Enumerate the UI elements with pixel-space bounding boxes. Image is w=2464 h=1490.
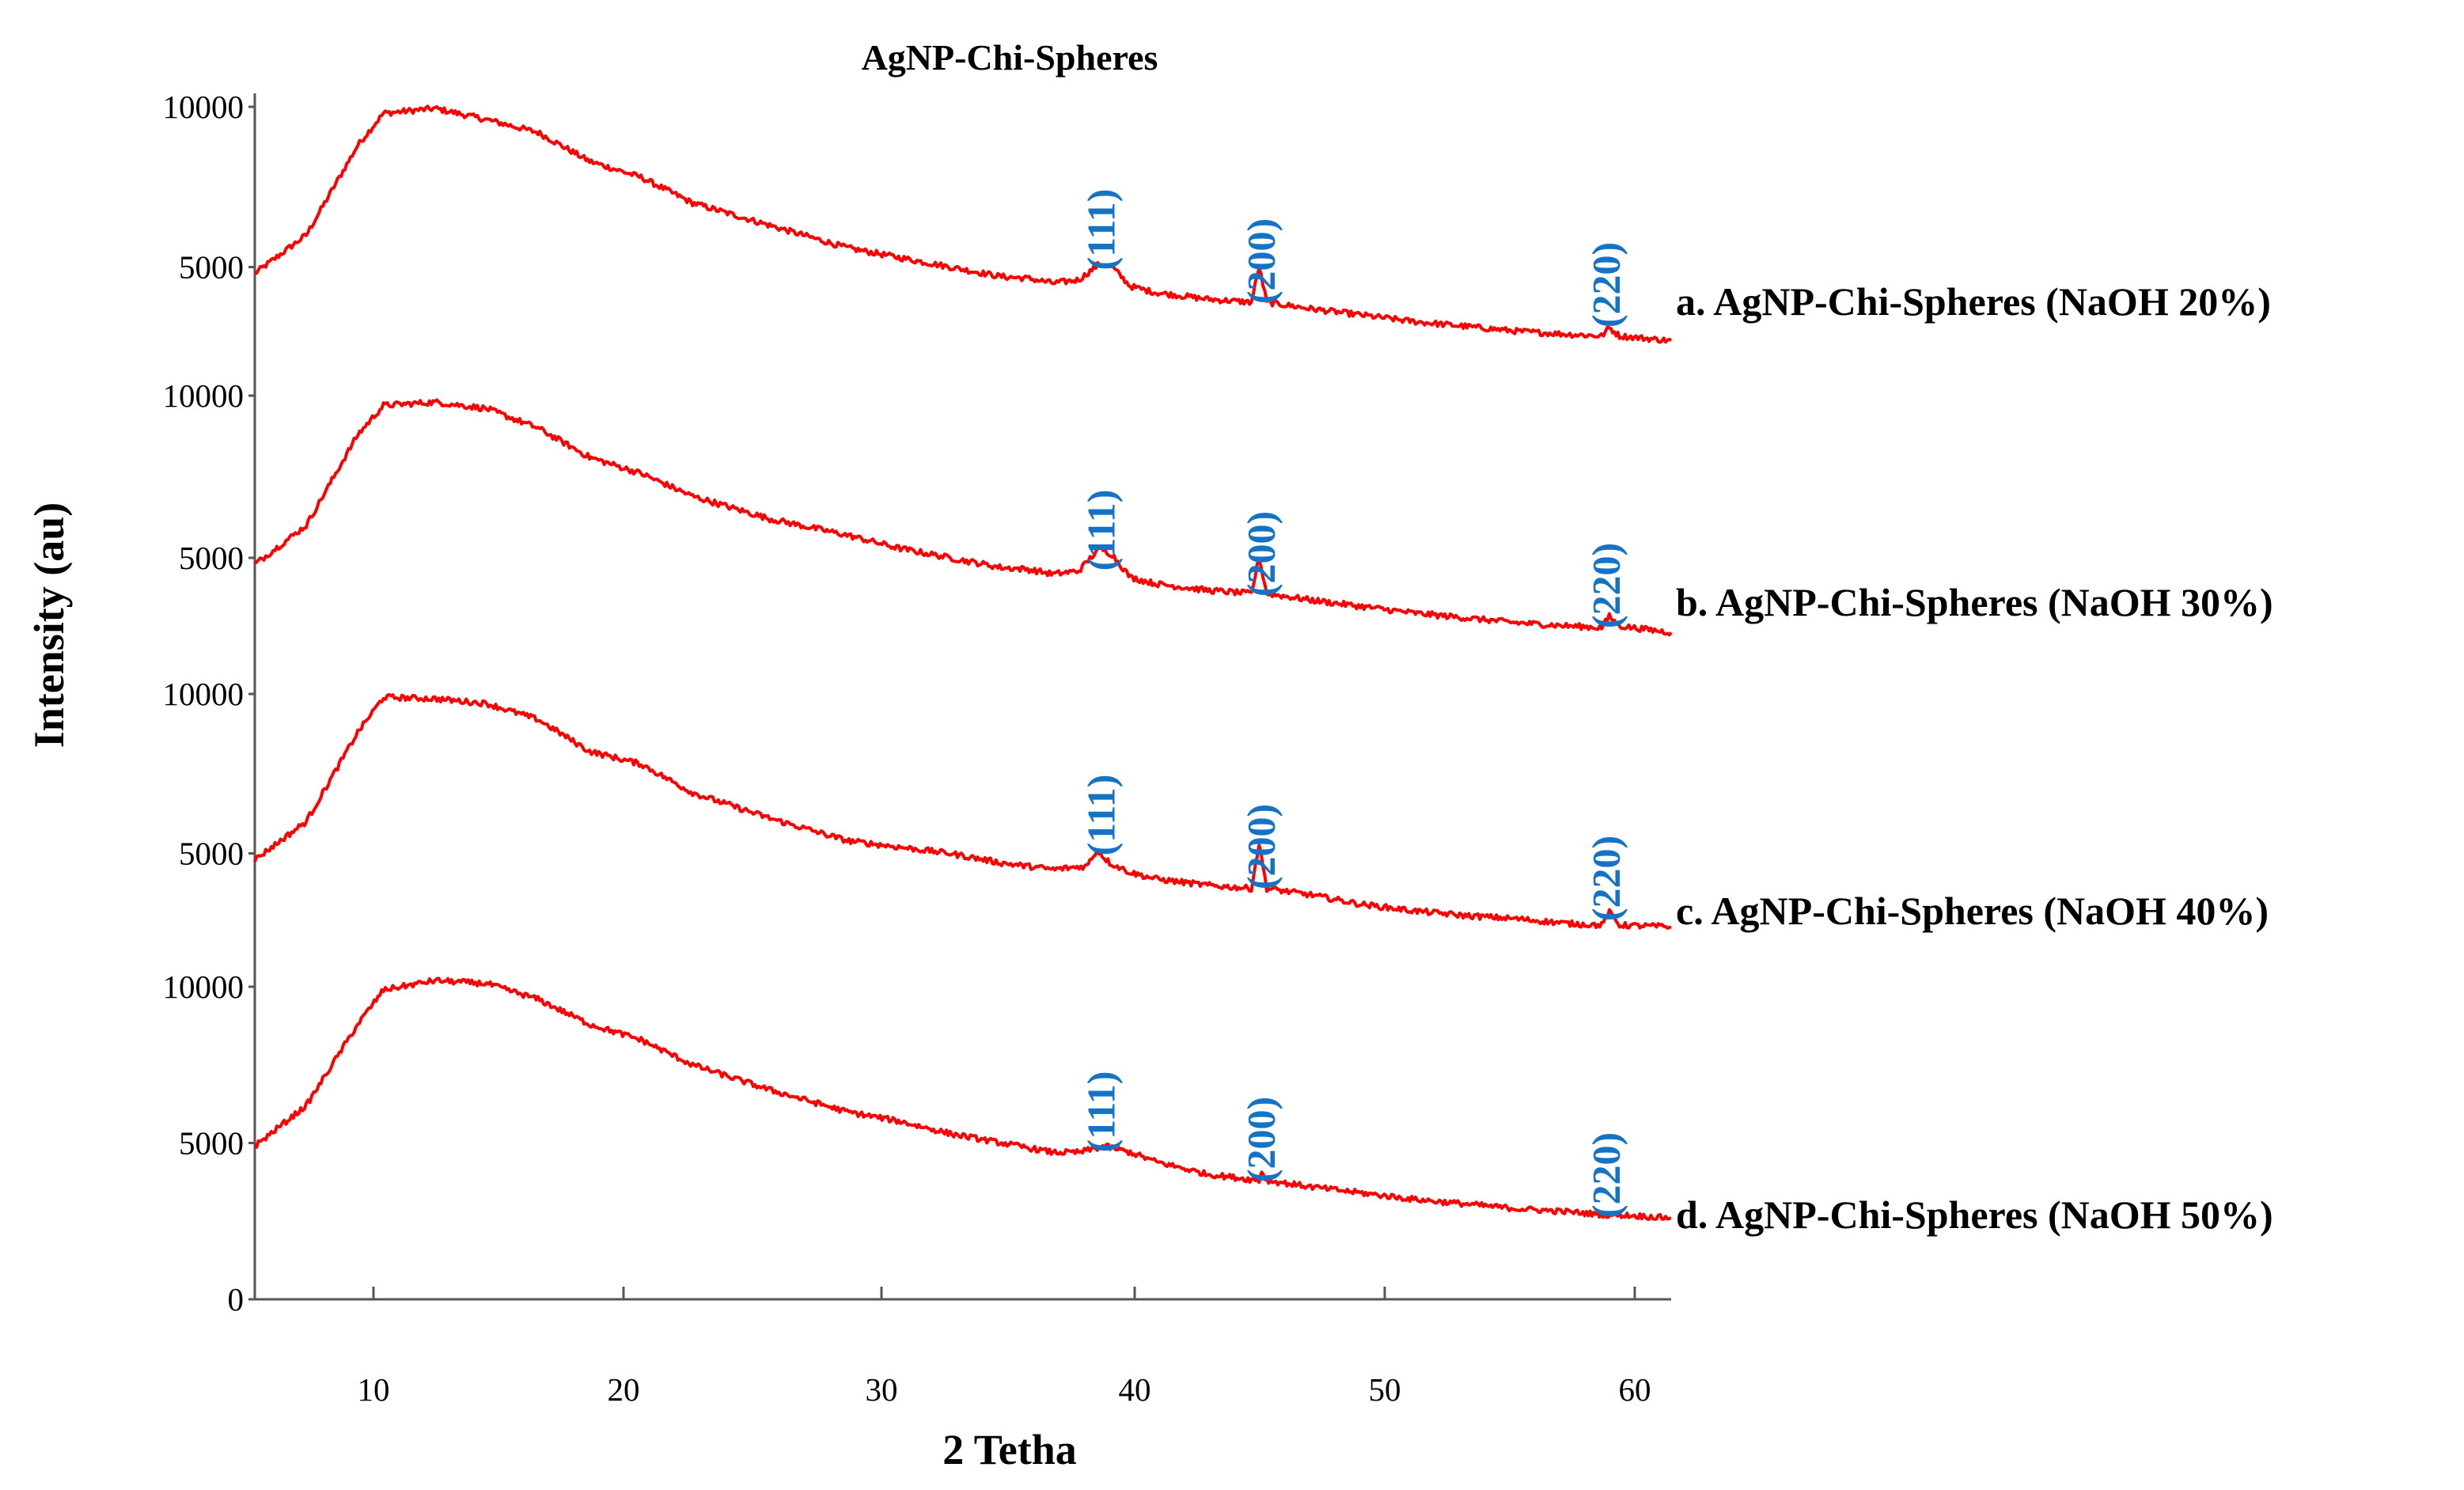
x-tick-label: 30	[866, 1371, 898, 1408]
x-tick-label: 60	[1619, 1371, 1651, 1408]
peak-label: (111)	[1079, 189, 1124, 271]
x-tick-label: 20	[608, 1371, 640, 1408]
y-tick-label: 5000	[179, 836, 244, 872]
x-tick-label: 50	[1369, 1371, 1401, 1408]
peak-label: (220)	[1584, 242, 1628, 328]
peak-label: (111)	[1079, 490, 1124, 571]
peak-label: (111)	[1079, 775, 1124, 856]
peak-label: (220)	[1584, 543, 1628, 628]
y-axis-title: Intensity (au)	[25, 502, 73, 749]
series-line-4	[253, 976, 1672, 1221]
y-tick-label: 5000	[179, 540, 244, 576]
series-line-3	[253, 692, 1672, 930]
peak-label: (200)	[1239, 804, 1283, 889]
x-axis-title: 2 Tetha	[942, 1426, 1077, 1473]
series-label-1: a. AgNP-Chi-Spheres (NaOH 20%)	[1676, 279, 2271, 324]
peak-label: (200)	[1239, 218, 1283, 304]
series-line-2	[253, 398, 1673, 637]
peak-label: (200)	[1239, 511, 1283, 597]
series-label-3: c. AgNP-Chi-Spheres (NaOH 40%)	[1676, 889, 2269, 933]
y-tick-label: 0	[228, 1281, 245, 1317]
x-tick-label: 10	[358, 1371, 390, 1408]
axes-layer: 10 20 30 40 50 60 5000 10000 5000 10000 5000 10000 0…	[163, 89, 1671, 1408]
x-tick-label: 40	[1119, 1371, 1151, 1408]
y-tick-label: 10000	[163, 676, 245, 712]
series-layer	[253, 104, 1673, 1221]
peak-label: (200)	[1239, 1097, 1283, 1182]
peak-label: (220)	[1584, 836, 1628, 921]
y-tick-label: 5000	[179, 1125, 244, 1162]
peak-label: (111)	[1079, 1071, 1124, 1153]
series-line-1	[254, 104, 1673, 344]
series-label-2: b. AgNP-Chi-Spheres (NaOH 30%)	[1676, 580, 2273, 624]
peak-label: (220)	[1584, 1132, 1628, 1218]
label-layer: a. AgNP-Chi-Spheres (NaOH 20%) (111) (200)…	[1079, 189, 2273, 1237]
y-tick-label: 10000	[163, 377, 245, 414]
y-tick-label: 5000	[179, 249, 244, 286]
y-tick-label: 10000	[163, 969, 245, 1005]
chart-title: AgNP-Chi-Spheres	[862, 37, 1158, 78]
y-tick-label: 10000	[163, 89, 245, 125]
series-label-4: d. AgNP-Chi-Spheres (NaOH 50%)	[1676, 1192, 2273, 1237]
